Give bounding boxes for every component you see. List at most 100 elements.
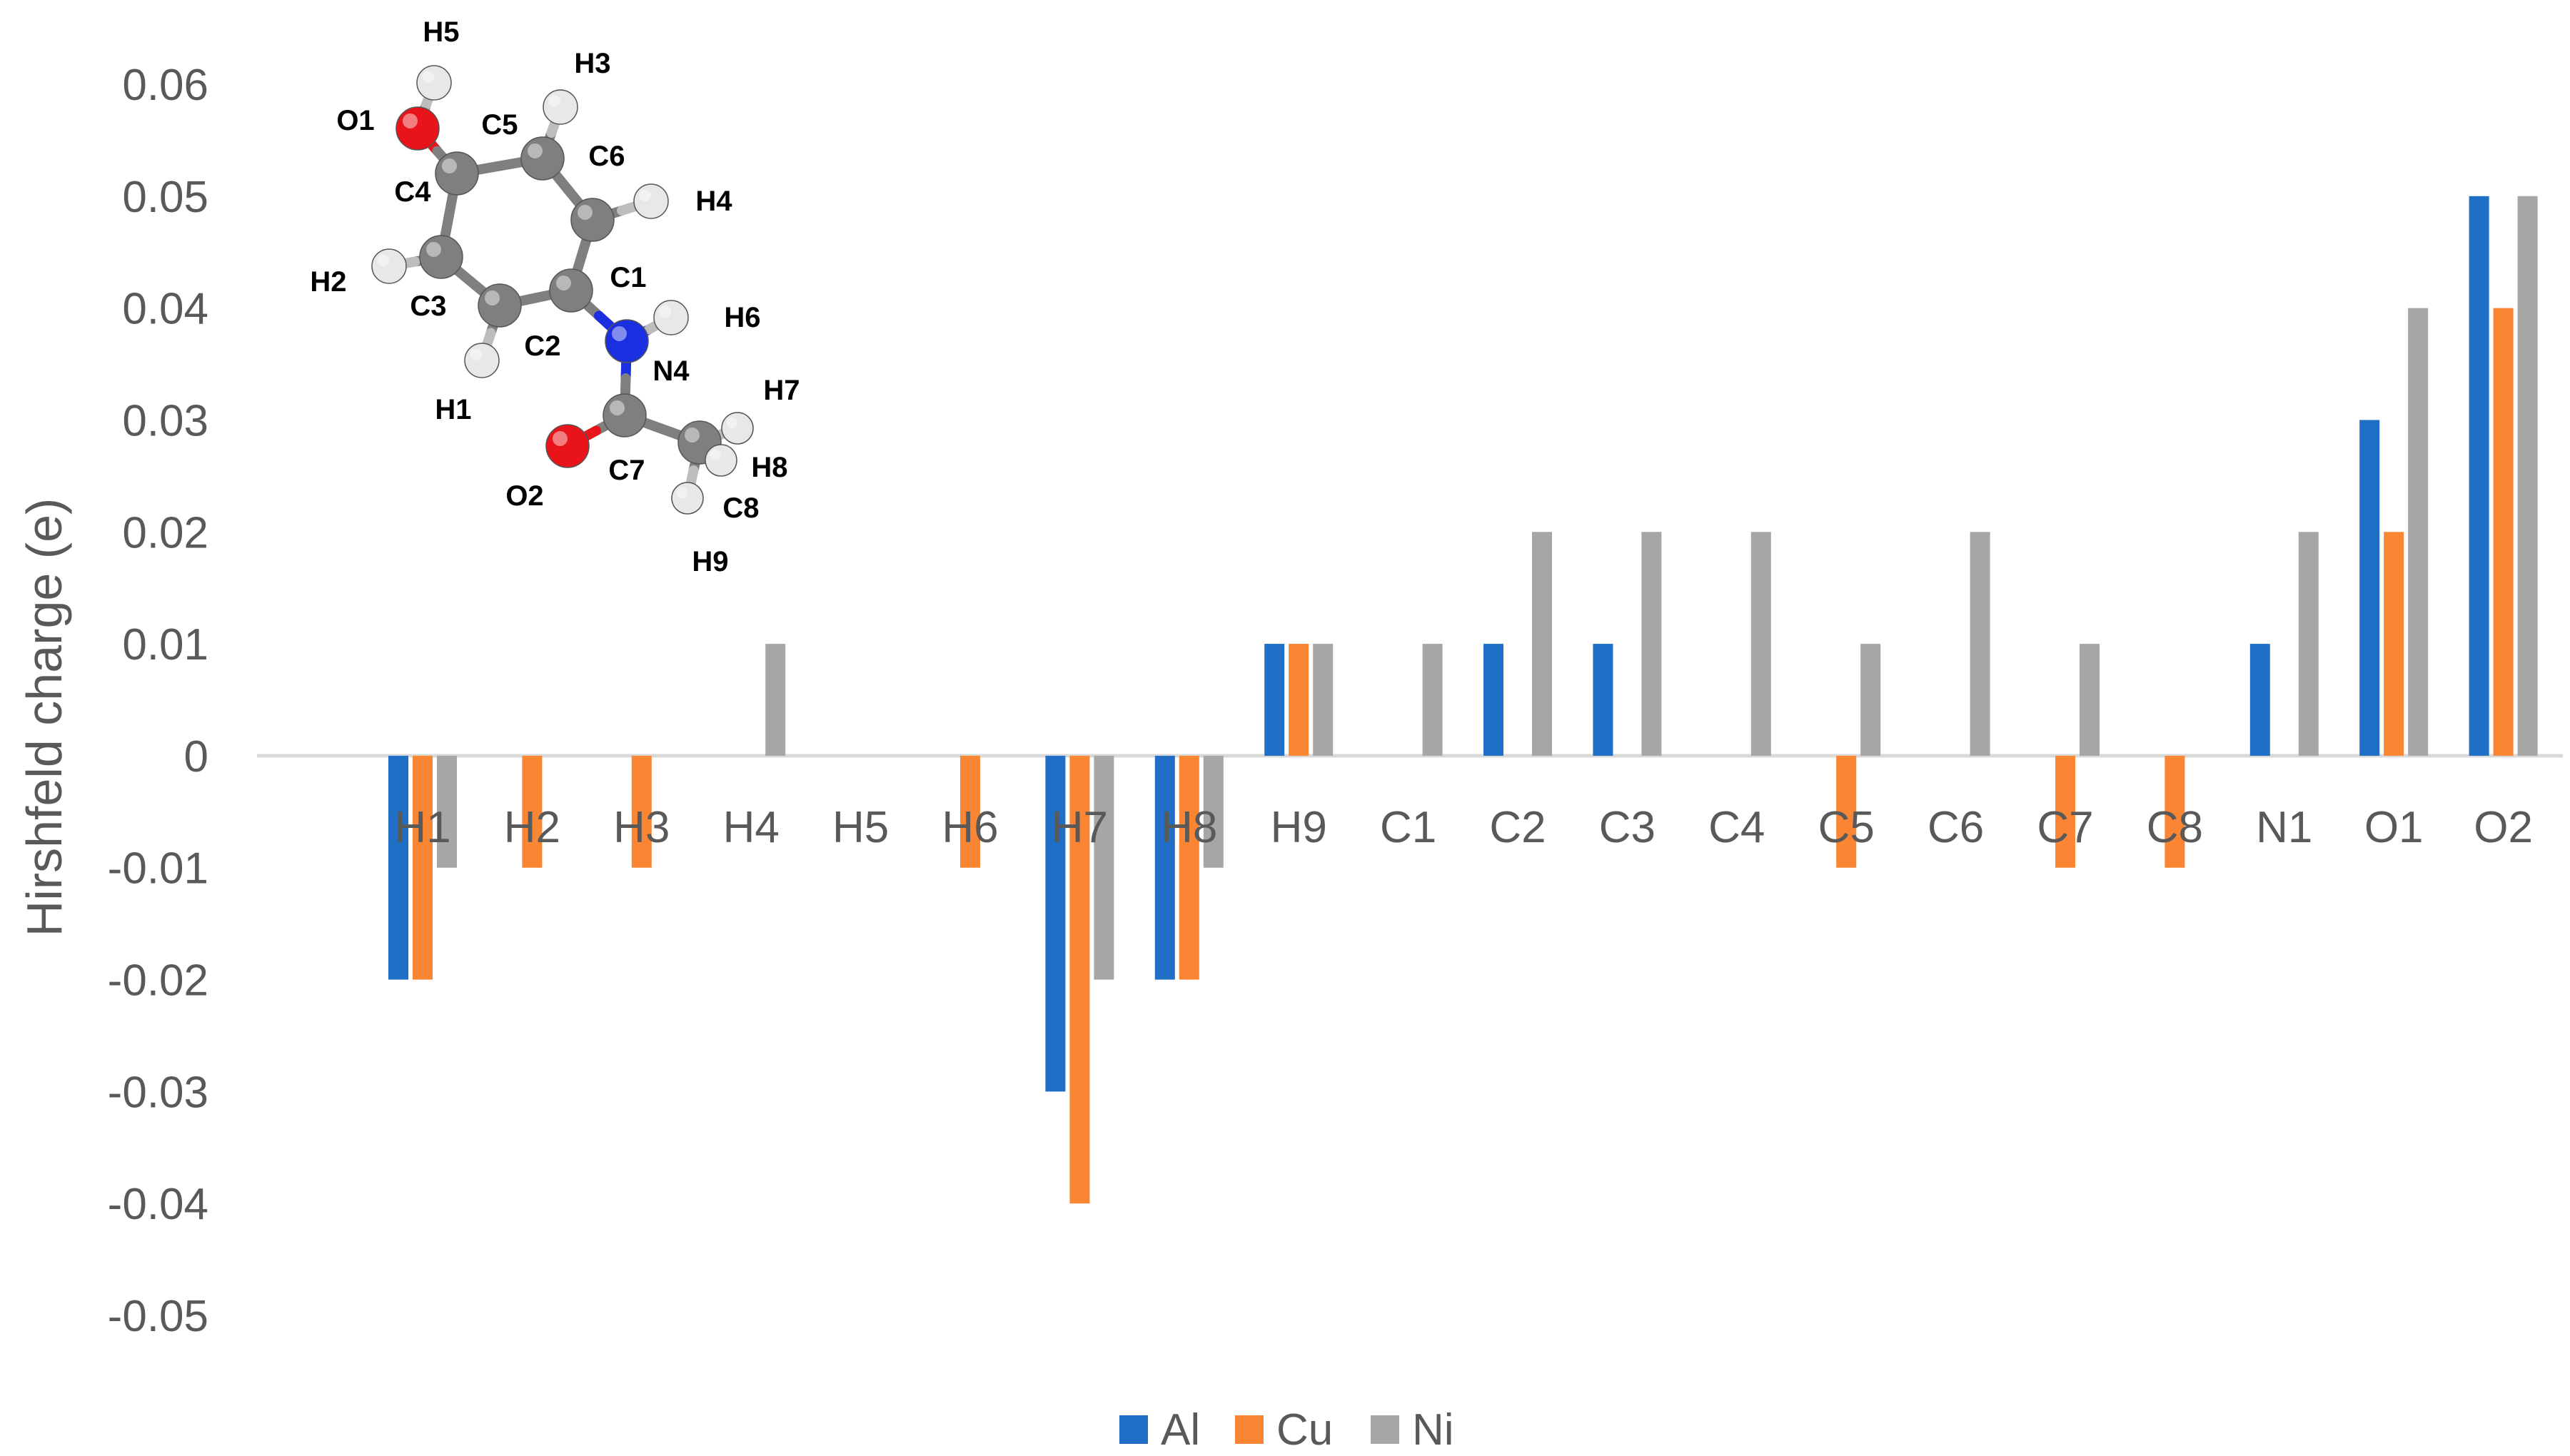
bar-al-h7 xyxy=(1045,755,1066,1092)
legend-swatch-ni xyxy=(1371,1415,1399,1444)
x-tick-label: H9 xyxy=(1271,803,1327,852)
atom-h8 xyxy=(705,444,737,477)
atom-h3 xyxy=(543,89,578,125)
atom-c2 xyxy=(478,283,522,328)
molecule-inset: H5 O1 C5 H3 C6 H4 C4 C1 H2 C3 C2 H6 N4 H1 H7 H8 C7 O2 C8 H9 xyxy=(310,16,800,577)
atom-highlight xyxy=(710,449,721,460)
bar-cu-o1 xyxy=(2384,532,2404,756)
bar-cu-h6 xyxy=(960,755,980,868)
atom-h9 xyxy=(671,482,704,515)
atom-highlight xyxy=(639,189,651,201)
atom-highlight xyxy=(528,143,543,158)
bar-ni-c6 xyxy=(1970,532,1990,756)
bar-cu-o2 xyxy=(2493,308,2514,756)
bar-al-h8 xyxy=(1154,755,1175,980)
atom-label: H5 xyxy=(423,16,459,48)
atom-o1 xyxy=(395,106,440,151)
atom-label: C7 xyxy=(608,455,645,486)
atom-highlight xyxy=(470,348,482,360)
atom-highlight xyxy=(726,417,737,428)
atom-label: H9 xyxy=(692,546,728,577)
bar-cu-h8 xyxy=(1179,755,1199,980)
x-tick-label: H4 xyxy=(723,803,780,852)
x-tick-label: O2 xyxy=(2474,803,2533,852)
y-tick-label: -0.02 xyxy=(108,956,208,1006)
y-tick-label: 0.06 xyxy=(122,61,208,110)
atom-c6 xyxy=(570,198,615,242)
x-tick-label: H8 xyxy=(1161,803,1217,852)
y-tick-label: -0.05 xyxy=(108,1292,208,1341)
atom-highlight xyxy=(422,71,434,83)
x-tick-label: H7 xyxy=(1052,803,1108,852)
atom-highlight xyxy=(377,254,389,266)
bar-ni-c5 xyxy=(1860,644,1881,756)
atom-highlight xyxy=(610,400,625,415)
atom-highlight xyxy=(548,95,560,108)
bar-al-h1 xyxy=(388,755,408,980)
y-tick-label: 0.05 xyxy=(122,173,208,222)
legend-label-cu: Cu xyxy=(1276,1405,1333,1455)
atom-highlight xyxy=(676,487,687,498)
bar-cu-h9 xyxy=(1289,644,1309,756)
x-tick-label: H3 xyxy=(613,803,670,852)
atom-label: H2 xyxy=(310,266,346,298)
atom-c3 xyxy=(419,235,463,279)
bar-ni-h9 xyxy=(1313,644,1334,756)
x-tick-label: H5 xyxy=(832,803,889,852)
bar-al-c2 xyxy=(1483,644,1503,756)
atom-label: H8 xyxy=(751,452,787,483)
atom-label: O2 xyxy=(505,480,543,512)
bar-ni-o1 xyxy=(2408,308,2429,756)
atom-c7 xyxy=(603,393,647,438)
atom-label: O1 xyxy=(336,105,374,136)
molecule-atom-labels: H5 O1 C5 H3 C6 H4 C4 C1 H2 C3 C2 H6 N4 H1 H7 H8 C7 O2 C8 H9 xyxy=(310,16,800,577)
atom-label: C1 xyxy=(610,262,646,293)
bar-cu-h2 xyxy=(522,755,543,868)
bar-ni-c4 xyxy=(1750,532,1771,756)
atom-label: H7 xyxy=(763,375,800,406)
x-tick-label: H6 xyxy=(942,803,998,852)
x-tick-label: C8 xyxy=(2147,803,2203,852)
bars xyxy=(388,196,2538,1204)
legend-swatch-al xyxy=(1119,1415,1148,1444)
legend-label-al: Al xyxy=(1161,1405,1200,1455)
atom-label: H1 xyxy=(435,394,471,425)
y-tick-label: -0.04 xyxy=(108,1180,208,1229)
x-tick-label: C2 xyxy=(1489,803,1546,852)
atom-label: C2 xyxy=(524,330,560,362)
x-tick-label: O1 xyxy=(2364,803,2424,852)
legend-label-ni: Ni xyxy=(1412,1405,1454,1455)
bar-cu-c8 xyxy=(2165,755,2185,868)
bar-ni-c1 xyxy=(1422,644,1443,756)
bar-ni-h7 xyxy=(1094,755,1114,980)
y-tick-label: -0.01 xyxy=(108,844,208,894)
bar-cu-h3 xyxy=(631,755,652,868)
atom-highlight xyxy=(556,275,571,290)
bar-ni-o2 xyxy=(2517,196,2538,756)
y-tick-label: 0.04 xyxy=(122,285,208,334)
atom-label: C4 xyxy=(394,176,431,208)
x-tick-label: C7 xyxy=(2037,803,2093,852)
bar-al-o2 xyxy=(2469,196,2489,756)
atom-h2 xyxy=(371,248,407,284)
bar-cu-h1 xyxy=(413,755,433,980)
atom-highlight xyxy=(612,326,627,341)
atom-highlight xyxy=(485,290,500,305)
atom-label: C6 xyxy=(588,141,625,172)
atom-label: H6 xyxy=(724,302,760,333)
atom-label: N4 xyxy=(652,355,690,387)
bar-ni-c3 xyxy=(1641,532,1662,756)
y-tick-label: 0 xyxy=(184,732,208,782)
x-tick-label: N1 xyxy=(2256,803,2312,852)
atom-h6 xyxy=(653,300,689,335)
atom-highlight xyxy=(442,158,457,173)
x-tick-label: C1 xyxy=(1380,803,1436,852)
atom-c1 xyxy=(549,268,593,313)
bar-ni-h1 xyxy=(437,755,457,868)
atom-c4 xyxy=(435,151,479,196)
atom-highlight xyxy=(659,305,671,318)
bar-ni-c7 xyxy=(2080,644,2100,756)
atom-highlight xyxy=(685,428,700,443)
atom-h4 xyxy=(633,183,669,219)
